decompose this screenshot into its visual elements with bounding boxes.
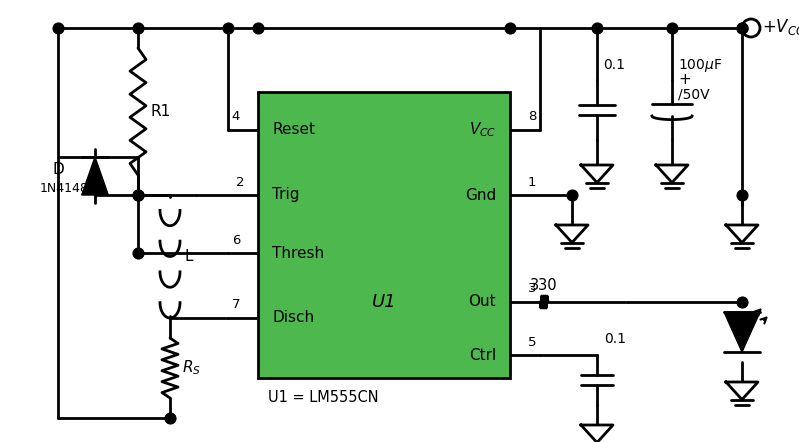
Text: $V_{CC}$: $V_{CC}$ [469, 121, 496, 139]
Text: U1 = LM555CN: U1 = LM555CN [268, 390, 379, 405]
Polygon shape [656, 165, 688, 183]
Text: Thresh: Thresh [272, 245, 324, 260]
Point [503, 24, 516, 31]
Point [566, 191, 578, 198]
Text: 8: 8 [528, 110, 536, 123]
Text: 330: 330 [531, 278, 558, 293]
Text: Reset: Reset [272, 122, 315, 137]
Point [164, 415, 177, 422]
Text: 3: 3 [528, 282, 536, 296]
Text: 1N4148: 1N4148 [40, 182, 89, 194]
Text: Gnd: Gnd [465, 187, 496, 202]
Text: 100$\mu$F: 100$\mu$F [678, 57, 722, 73]
Text: 4: 4 [232, 110, 240, 123]
Text: Trig: Trig [272, 187, 300, 202]
Text: 5: 5 [528, 335, 536, 348]
Point [736, 24, 749, 31]
Text: L: L [184, 249, 193, 264]
Text: /50V: /50V [678, 88, 710, 102]
Point [132, 191, 145, 198]
Polygon shape [724, 312, 760, 352]
Point [736, 298, 749, 305]
Text: $R_S$: $R_S$ [182, 358, 201, 377]
Point [666, 24, 678, 31]
Text: 2: 2 [236, 175, 244, 188]
Polygon shape [581, 425, 613, 442]
Point [590, 24, 603, 31]
Text: $+V_{CC}$: $+V_{CC}$ [762, 17, 799, 37]
Text: 7: 7 [232, 298, 240, 312]
Point [736, 191, 749, 198]
Text: 6: 6 [232, 233, 240, 247]
Polygon shape [556, 225, 588, 243]
Point [252, 24, 264, 31]
Polygon shape [581, 165, 613, 183]
Text: 0.1: 0.1 [604, 332, 626, 346]
Text: Out: Out [468, 294, 496, 309]
Polygon shape [726, 225, 758, 243]
Point [132, 24, 145, 31]
Polygon shape [726, 382, 758, 400]
FancyBboxPatch shape [258, 92, 510, 378]
Point [132, 249, 145, 256]
Text: D: D [53, 163, 65, 178]
Text: 0.1: 0.1 [603, 58, 625, 72]
Text: 1: 1 [528, 175, 536, 188]
Text: +: + [678, 72, 691, 88]
Point [221, 24, 234, 31]
Point [736, 24, 749, 31]
Text: Ctrl: Ctrl [469, 347, 496, 362]
Text: U1: U1 [372, 293, 396, 311]
Text: Disch: Disch [272, 310, 314, 325]
Point [52, 24, 65, 31]
Point [132, 191, 145, 198]
Text: R1: R1 [150, 104, 170, 119]
Polygon shape [81, 157, 109, 195]
